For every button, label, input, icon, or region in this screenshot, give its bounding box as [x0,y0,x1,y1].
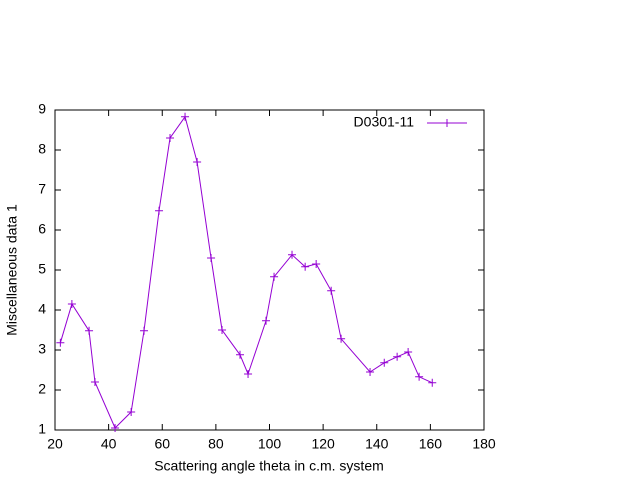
x-tick-label: 120 [311,436,335,452]
point-marker [155,206,164,215]
y-tick-label: 9 [38,101,46,117]
y-tick-label: 2 [38,381,46,397]
x-tick-label: 60 [154,436,170,452]
point-marker [236,350,245,359]
y-tick-label: 8 [38,141,46,157]
point-marker [111,424,120,432]
point-marker [244,370,253,378]
point-marker [85,326,94,335]
y-tick-label: 1 [38,421,46,437]
point-marker [67,300,76,308]
point-marker [415,372,424,381]
point-marker [56,338,65,347]
point-marker [207,254,216,262]
point-marker [404,348,413,356]
point-marker [288,250,297,259]
y-tick-label: 5 [38,261,46,277]
y-tick-label: 7 [38,181,46,197]
x-tick-label: 80 [208,436,224,452]
x-tick-label: 100 [258,436,282,452]
point-marker [90,378,99,386]
x-tick-label: 160 [419,436,443,452]
x-tick-label: 40 [101,436,117,452]
point-marker [270,272,279,281]
point-marker [393,352,402,361]
x-tick-label: 20 [47,436,63,452]
point-marker [218,326,227,334]
point-marker [127,408,136,416]
point-marker [366,368,375,376]
x-tick-label: 140 [365,436,389,452]
data-line [59,115,433,429]
x-axis-label: Scattering angle theta in c.m. system [154,458,384,474]
point-marker [262,316,271,325]
legend-label: D0301-11 [354,114,415,130]
y-axis-label: Miscellaneous data 1 [4,204,20,336]
point-marker [327,286,336,295]
point-marker [337,334,346,343]
y-tick-label: 6 [38,221,46,237]
point-marker [140,326,149,335]
point-marker [428,378,437,387]
y-tick-label: 3 [38,341,46,357]
point-marker [166,134,175,142]
point-marker [193,158,202,166]
legend-marker [443,119,451,127]
point-marker [301,262,310,271]
y-tick-label: 4 [38,301,46,317]
point-marker [312,260,321,268]
point-marker [380,358,389,367]
point-marker [181,112,190,121]
x-tick-label: 180 [472,436,496,452]
plot-frame [54,109,485,431]
